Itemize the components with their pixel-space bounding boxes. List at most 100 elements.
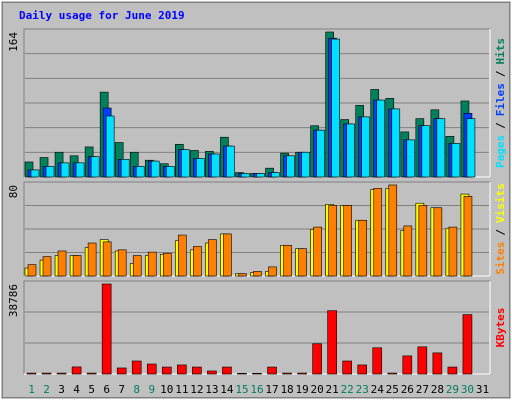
- bar: [387, 372, 398, 375]
- panel: [23, 280, 491, 375]
- x-tick-label: 9: [148, 383, 155, 396]
- bar: [403, 225, 413, 277]
- bar: [237, 373, 247, 375]
- bar: [86, 372, 97, 375]
- x-tick-label: 8: [133, 383, 140, 396]
- x-tick-label: 24: [371, 383, 385, 396]
- bar: [177, 364, 187, 375]
- bar: [267, 366, 277, 375]
- bar: [268, 266, 277, 277]
- bar: [117, 249, 127, 277]
- x-tick-label: 20: [311, 383, 324, 396]
- x-tick-label: 19: [295, 383, 308, 396]
- bar: [101, 283, 112, 375]
- bar: [165, 166, 175, 178]
- bar: [132, 255, 142, 277]
- bar: [161, 366, 172, 375]
- legend-entry: Pages: [494, 135, 507, 168]
- bar: [181, 149, 190, 178]
- bar: [75, 162, 85, 178]
- bar: [30, 169, 40, 178]
- bar: [226, 145, 235, 178]
- bar: [222, 366, 232, 375]
- bar: [282, 372, 292, 375]
- y-tick-label: 80: [7, 185, 20, 198]
- legend: Sites / Visits: [494, 183, 507, 275]
- legend-entry: Hits: [494, 38, 507, 65]
- bar: [196, 158, 205, 178]
- legend-entry: Files: [494, 83, 507, 116]
- bar: [466, 118, 476, 178]
- bar: [388, 184, 398, 277]
- bar: [301, 151, 310, 178]
- bar: [358, 219, 368, 277]
- y-tick-label: 164: [7, 32, 20, 52]
- legend-separator: /: [494, 122, 507, 129]
- x-tick-label: 12: [190, 383, 203, 396]
- bar: [402, 355, 413, 375]
- bar: [433, 207, 443, 277]
- bar: [376, 99, 386, 178]
- x-tick-label: 26: [401, 383, 414, 396]
- bar: [207, 370, 217, 375]
- x-tick-label: 29: [446, 383, 459, 396]
- bar: [162, 252, 172, 277]
- bar: [147, 251, 157, 277]
- bar: [208, 239, 217, 277]
- bar: [313, 226, 322, 277]
- bar: [252, 373, 262, 375]
- legend-entry: KBytes: [494, 308, 507, 348]
- bar: [211, 153, 220, 178]
- bar: [373, 188, 383, 277]
- bar: [41, 372, 52, 375]
- bar: [451, 143, 461, 178]
- x-tick-label: 28: [431, 383, 444, 396]
- bar: [60, 162, 70, 178]
- x-tick-label: 2: [43, 383, 50, 396]
- y-tick-label: 38786: [7, 284, 20, 317]
- bar: [418, 205, 428, 277]
- bar: [56, 372, 67, 375]
- x-tick-label: 14: [220, 383, 234, 396]
- bar: [90, 156, 100, 178]
- x-tick-label: 25: [386, 383, 399, 396]
- bar: [357, 364, 368, 375]
- x-tick-label: 16: [250, 383, 263, 396]
- bar: [87, 242, 97, 277]
- bar: [193, 246, 202, 277]
- bar: [331, 38, 340, 178]
- bar: [135, 166, 145, 178]
- bar: [223, 233, 232, 277]
- bar: [26, 372, 37, 375]
- bar: [406, 139, 416, 178]
- bar: [447, 366, 458, 375]
- bar: [253, 271, 262, 277]
- bar: [178, 234, 187, 277]
- bar: [372, 347, 383, 375]
- bar: [327, 310, 337, 375]
- bar: [346, 123, 355, 178]
- bar: [271, 172, 280, 178]
- x-tick-label: 27: [416, 383, 429, 396]
- bar: [432, 352, 443, 375]
- bar: [72, 255, 82, 277]
- bar: [42, 256, 52, 277]
- bar: [286, 155, 295, 178]
- chart-title: Daily usage for June 2019: [19, 9, 185, 22]
- x-tick-label: 15: [235, 383, 248, 396]
- x-tick-label: 5: [88, 383, 95, 396]
- x-tick-label: 4: [73, 383, 80, 396]
- bar: [436, 118, 446, 178]
- x-tick-label: 13: [205, 383, 218, 396]
- bar: [312, 343, 322, 375]
- bar: [463, 196, 473, 277]
- bar: [116, 367, 127, 375]
- bar: [131, 360, 142, 375]
- bar: [27, 264, 37, 277]
- bar: [192, 366, 202, 375]
- bar: [150, 160, 160, 178]
- bar: [391, 108, 401, 178]
- bar: [298, 248, 307, 277]
- x-tick-label: 10: [160, 383, 173, 396]
- bar: [328, 205, 337, 277]
